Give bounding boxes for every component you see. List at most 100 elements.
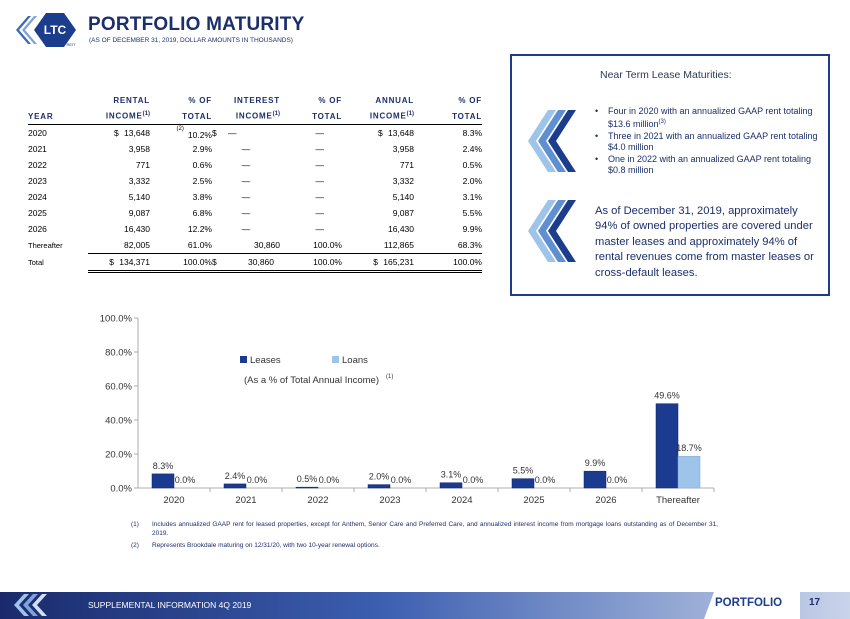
cell-year: Thereafter: [28, 240, 63, 250]
header-total-1: TOTAL: [150, 108, 212, 125]
footer-supplemental-text: SUPPLEMENTAL INFORMATION 4Q 2019: [88, 600, 252, 610]
cell-rental-income: 134,371: [119, 257, 150, 267]
cell-interest-pct: 100.0%: [313, 240, 342, 250]
bar-leases: [295, 486, 319, 489]
cell-rental-income: 16,430: [124, 224, 150, 234]
bar-loans: [677, 455, 701, 489]
table-row: 2021 3,958 2.9% — — 3,958 2.4%: [28, 141, 482, 157]
currency-symbol: $: [114, 128, 119, 138]
cell-interest-pct: —: [315, 128, 325, 138]
data-label-loans: 0.0%: [463, 475, 484, 485]
cell-interest-pct: —: [315, 208, 325, 218]
cell-interest-pct: 100.0%: [313, 257, 342, 267]
data-label-loans: 0.0%: [535, 475, 556, 485]
bar-leases: [655, 403, 679, 489]
cell-interest-pct: —: [315, 144, 325, 154]
cell-rental-income: 9,087: [128, 208, 150, 218]
cell-rental-pct: 3.8%: [192, 192, 212, 202]
data-label-leases: 5.5%: [513, 466, 534, 476]
x-tick-label: 2023: [379, 495, 400, 506]
legend-swatch-loans: [332, 356, 339, 363]
header-pct-1: % OF: [188, 95, 212, 105]
cell-interest-income: —: [228, 128, 237, 138]
cell-interest-income: 30,860: [254, 240, 280, 250]
maturity-bullet: Three in 2021 with an annualized GAAP re…: [593, 131, 819, 154]
data-label-loans: 18.7%: [676, 443, 702, 453]
cell-annual-pct: 8.3%: [462, 128, 482, 138]
cell-interest-pct: —: [315, 160, 325, 170]
header-pct-3: % OF: [458, 95, 482, 105]
cell-annual-pct: 68.3%: [457, 240, 482, 250]
x-tick-label: 2020: [163, 495, 184, 506]
data-label-leases: 2.0%: [369, 472, 390, 482]
header-interest-income: INCOME: [235, 111, 273, 121]
callout-title: Near Term Lease Maturities:: [600, 69, 732, 81]
cell-annual-pct: 0.5%: [462, 160, 482, 170]
cell-annual-income: 112,865: [383, 240, 414, 250]
cell-rental-pct: 2.5%: [192, 176, 212, 186]
cell-annual-pct: 100.0%: [453, 257, 482, 267]
cell-interest-income: —: [241, 144, 251, 154]
cell-annual-pct: 2.0%: [462, 176, 482, 186]
cell-rental-pct: 2.9%: [192, 144, 212, 154]
data-label-leases: 49.6%: [654, 391, 680, 401]
currency-symbol: $: [378, 128, 383, 138]
footnote-mark: (3): [658, 119, 666, 126]
cell-interest-income: —: [241, 208, 251, 218]
cell-rental-income: 5,140: [128, 192, 150, 202]
cell-interest-income: —: [241, 160, 251, 170]
cell-year: 2023: [28, 176, 47, 186]
cell-rental-pct: 10.2%: [187, 130, 212, 140]
y-tick-label: 40.0%: [105, 416, 132, 427]
currency-symbol: $: [212, 257, 217, 267]
x-tick-label: Thereafter: [656, 495, 700, 506]
chart-annotation: (As a % of Total Annual Income): [244, 375, 379, 386]
data-label-loans: 0.0%: [607, 475, 628, 485]
cell-rental-pct: 100.0%: [183, 257, 212, 267]
y-tick-label: 80.0%: [105, 348, 132, 359]
cell-annual-income: 165,231: [383, 257, 414, 267]
bar-leases: [223, 483, 247, 489]
page-subtitle: (AS OF DECEMBER 31, 2019, DOLLAR AMOUNTS…: [89, 37, 293, 44]
x-tick-label: 2026: [595, 495, 616, 506]
table-total-row: Total $134,371 100.0% $30,860 100.0% $165,231…: [28, 253, 482, 273]
table-row: 2020 $13,648 (2)10.2% $ — — $13,648 8.3%: [28, 125, 482, 142]
table-row: 2024 5,140 3.8% — — 5,140 3.1%: [28, 189, 482, 205]
cell-interest-pct: —: [315, 224, 325, 234]
currency-symbol: $: [373, 257, 378, 267]
cell-year: 2022: [28, 160, 47, 170]
footnote-mark: (1): [406, 111, 414, 118]
maturity-bar-chart: 0.0%20.0%40.0%60.0%80.0%100.0%20208.3%0.…: [100, 314, 715, 506]
bullet-text: One in 2022 with an annualized GAAP rent…: [608, 153, 811, 176]
cell-annual-income: 3,332: [392, 176, 414, 186]
data-label-loans: 0.0%: [391, 475, 412, 485]
cell-year: 2021: [28, 144, 47, 154]
chevron-icon: [528, 110, 576, 172]
header-annual: ANNUAL: [375, 95, 414, 105]
table-header-row-2: YEAR INCOME(1) TOTAL INCOME(1) TOTAL INC…: [28, 108, 482, 125]
table-row: 2023 3,332 2.5% — — 3,332 2.0%: [28, 173, 482, 189]
cell-annual-income: 3,958: [392, 144, 414, 154]
cell-annual-pct: 3.1%: [462, 192, 482, 202]
x-tick-label: 2025: [523, 495, 544, 506]
footer-section-label: PORTFOLIO: [715, 597, 783, 609]
data-label-loans: 0.0%: [247, 475, 268, 485]
currency-symbol: $: [212, 128, 217, 138]
footnote-1-text: Includes annualized GAAP rent for leased…: [152, 521, 718, 537]
table-header-row-1: RENTAL % OF INTEREST % OF ANNUAL % OF: [28, 92, 482, 108]
bar-leases: [583, 470, 607, 489]
x-tick-label: 2024: [451, 495, 472, 506]
cell-annual-pct: 9.9%: [462, 224, 482, 234]
logo-sub-text: REIT: [66, 42, 76, 47]
cell-annual-income: 5,140: [392, 192, 414, 202]
cell-year: 2026: [28, 224, 47, 234]
header-year: YEAR: [28, 108, 88, 125]
cell-annual-income: 13,648: [388, 128, 414, 138]
cell-interest-pct: —: [315, 192, 325, 202]
data-label-leases: 0.5%: [297, 474, 318, 484]
cell-rental-pct: 6.8%: [192, 208, 212, 218]
y-tick-label: 0.0%: [110, 484, 132, 495]
portfolio-maturity-table: RENTAL % OF INTEREST % OF ANNUAL % OF YE…: [28, 92, 482, 273]
footnote-2-number: (2): [131, 542, 139, 549]
cell-rental-income: 3,332: [128, 176, 150, 186]
